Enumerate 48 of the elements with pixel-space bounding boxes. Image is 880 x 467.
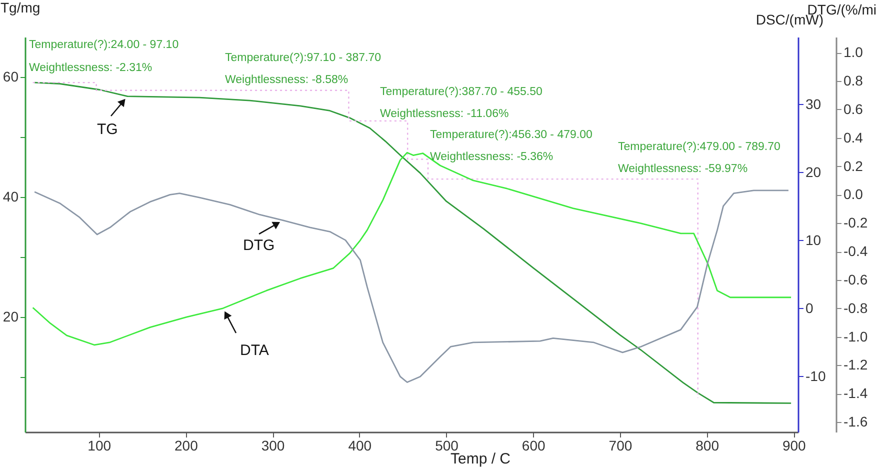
x-tick-label: 200 <box>174 438 198 454</box>
y-tick-label: 40 <box>2 188 19 205</box>
y2-tick-label: 20 <box>806 164 822 180</box>
annotation: Temperature(?):387.70 - 455.50 <box>380 86 542 98</box>
annotation: Weightlessness: -2.31% <box>29 62 152 74</box>
y-tick-label: 20 <box>2 308 19 324</box>
y3-tick-label: -1.4 <box>844 385 868 402</box>
y3-tick-label: -0.6 <box>844 271 868 288</box>
annotation: Temperature(?):97.10 - 387.70 <box>225 52 381 64</box>
y3-tick-label: -1.2 <box>844 356 868 373</box>
series-label: DTG <box>243 237 275 254</box>
x-tick-label: 300 <box>261 438 285 454</box>
y-tick-label: 60 <box>2 68 19 85</box>
x-tick-label: 500 <box>435 438 459 454</box>
annotation: Weightlessness: -11.06% <box>380 108 509 120</box>
y2-tick-label: 10 <box>806 232 822 248</box>
x-tick-label: 900 <box>782 438 806 454</box>
x-tick-label: 800 <box>696 438 720 454</box>
y3-tick-label: 0.0 <box>844 186 864 202</box>
y3-tick-label: -0.4 <box>844 243 868 260</box>
y3-tick-label: 0.6 <box>844 100 864 117</box>
y3-tick-label: -1.0 <box>844 328 868 344</box>
x-axis-title: Temp / C <box>450 450 511 467</box>
annotation: Weightlessness: -8.58% <box>225 74 348 86</box>
y3-tick-label: -0.2 <box>844 214 868 231</box>
y-axis-title: Tg/mg <box>0 0 40 16</box>
y2-tick-label: 30 <box>806 96 822 112</box>
y3-tick-label: 0.4 <box>844 129 864 146</box>
x-tick-label: 600 <box>522 438 546 454</box>
annotation: Weightlessness: -59.97% <box>618 163 748 175</box>
annotation: Weightlessness: -5.36% <box>430 151 554 163</box>
x-tick-label: 400 <box>348 438 372 454</box>
annotation: Temperature(?):456.30 - 479.00 <box>430 129 592 141</box>
text: DTA <box>240 342 269 359</box>
y2-tick-label: 0 <box>806 300 814 316</box>
x-tick-label: 100 <box>88 438 112 454</box>
y3-tick-label: 0.8 <box>844 72 864 89</box>
y3-tick-label: -1.6 <box>844 414 868 430</box>
annotation: Temperature(?):479.00 - 789.70 <box>618 141 780 153</box>
line-series <box>34 190 790 383</box>
y2-tick-label: -10 <box>806 368 826 384</box>
y3-tick-label: 0.2 <box>844 158 864 174</box>
line-series <box>32 152 792 346</box>
series-label: TG <box>97 121 118 138</box>
annotation: Temperature(?):24.00 - 97.10 <box>29 39 179 51</box>
y3-tick-label: 1.0 <box>844 44 864 60</box>
y3-tick-label: -0.8 <box>844 300 868 316</box>
x-tick-label: 700 <box>608 438 632 454</box>
